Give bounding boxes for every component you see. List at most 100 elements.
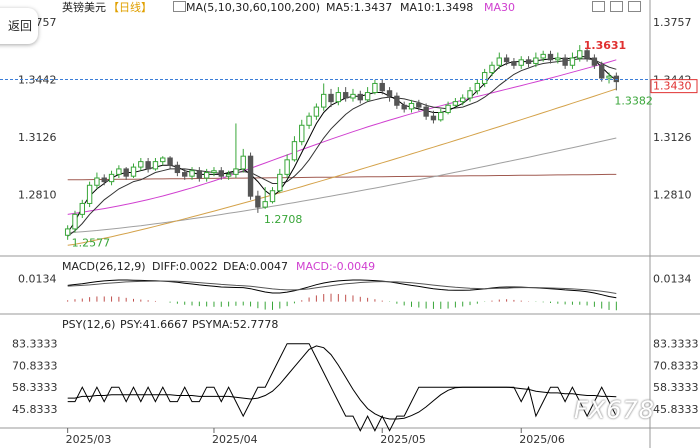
candle-body — [481, 72, 488, 84]
ma5-line — [67, 55, 617, 233]
candle-body — [408, 102, 415, 110]
ma200-line — [67, 173, 617, 181]
candle-body — [591, 57, 598, 66]
current-price-value: 1.3430 — [653, 80, 692, 93]
ma60-line — [67, 88, 617, 246]
macd-dif-line — [67, 279, 617, 299]
candle-body — [86, 184, 93, 204]
candle-body — [430, 115, 437, 121]
back-button[interactable]: 返回 — [0, 8, 38, 44]
candle-body — [445, 104, 451, 114]
psy-tick-left: 70.8333 — [12, 359, 58, 372]
candle-body — [569, 57, 576, 66]
settings-icon[interactable] — [610, 1, 623, 12]
candle-body — [438, 112, 444, 121]
price-tick-right: 1.3126 — [653, 131, 692, 144]
layout-icon[interactable] — [592, 1, 605, 12]
candle-body — [108, 173, 115, 183]
ma100-line — [67, 137, 617, 233]
candle-body — [138, 161, 144, 168]
candle-body — [547, 53, 554, 61]
indicator-icon[interactable] — [173, 1, 186, 12]
x-tick-label: 2025/04 — [212, 433, 258, 446]
psyma-value-label: PSYMA:52.7778 — [192, 318, 278, 331]
psyma-line — [67, 345, 617, 420]
x-tick-label: 2025/05 — [380, 433, 426, 446]
candle-body — [291, 141, 298, 161]
moving-averages — [67, 55, 617, 246]
macd-panel: 0.0134 0.0134 — [18, 272, 692, 311]
candle-body — [606, 75, 612, 79]
annotation-last-low: 1.3382 — [614, 94, 653, 107]
candle-body — [540, 53, 546, 59]
candle-body — [203, 172, 210, 179]
macd-value-label: MACD:-0.0049 — [296, 260, 375, 273]
candle-body — [503, 57, 510, 63]
psy-panel: 83.3333 83.3333 70.8333 70.8333 58.3333 58.33… — [12, 338, 699, 432]
ma10-line — [67, 58, 617, 237]
psy-tick-left: 58.3333 — [12, 381, 58, 394]
ma30-line — [67, 59, 617, 215]
ma30-label: MA30 — [484, 1, 515, 14]
candle-body — [189, 170, 195, 177]
candle-body — [284, 159, 290, 175]
candle-body — [277, 173, 283, 192]
candle-body — [94, 177, 100, 186]
candle-body — [130, 166, 137, 177]
candle-body — [511, 61, 517, 66]
candle-body — [525, 59, 532, 64]
candle-body — [321, 93, 327, 108]
candle-body — [599, 64, 605, 79]
candle-body — [467, 90, 473, 99]
candle-body — [79, 202, 85, 215]
period-label[interactable]: 【日线】 — [108, 0, 152, 14]
candle-body — [342, 92, 349, 99]
candle-body — [372, 82, 378, 94]
candle-body — [160, 157, 166, 163]
psy-tick-right: 58.3333 — [653, 381, 699, 394]
candle-body — [379, 82, 385, 92]
candle-body — [72, 213, 78, 230]
candle-body — [394, 95, 400, 106]
candles — [64, 45, 620, 240]
candle-body — [101, 177, 107, 183]
candle-body — [211, 170, 217, 174]
psy-tick-right: 70.8333 — [653, 359, 699, 372]
candle-body — [145, 161, 151, 170]
psy-line — [67, 343, 617, 432]
current-price-tag — [650, 79, 698, 94]
macd-dif-label: DIFF:0.0022 — [152, 260, 218, 273]
candle-body — [518, 59, 524, 66]
symbol-title: 英镑美元 — [62, 0, 106, 14]
candle-body — [423, 106, 429, 117]
candle-body — [460, 97, 466, 103]
candle-body — [584, 50, 590, 59]
candle-body — [555, 57, 561, 61]
macd-dea-line — [67, 280, 617, 294]
price-tick-left: 1.2810 — [18, 188, 57, 201]
candle-body — [416, 102, 422, 108]
candle-body — [174, 164, 181, 174]
candle-body — [233, 168, 239, 175]
price-tick-left: 1.3126 — [18, 131, 57, 144]
candle-body — [401, 104, 407, 110]
ma-param-label: MA(5,10,30,60,100,200) — [186, 1, 320, 14]
psy-tick-right: 45.8333 — [653, 403, 699, 416]
candle-body — [123, 168, 129, 177]
candle-body — [364, 92, 371, 101]
candle-body — [496, 57, 502, 66]
candle-body — [562, 57, 568, 66]
ma5-label: MA5:1.3437 — [326, 1, 392, 14]
fullscreen-icon[interactable] — [628, 1, 641, 12]
candle-body — [613, 75, 620, 83]
psy-tick-left: 83.3333 — [12, 338, 58, 351]
candle-body — [262, 201, 268, 208]
candle-body — [225, 173, 232, 177]
candle-body — [255, 195, 261, 208]
candle-body — [386, 90, 393, 97]
price-tick-right: 1.3757 — [653, 16, 692, 29]
annotation-low-april: 1.2708 — [264, 213, 303, 226]
price-tick-right: 1.2810 — [653, 188, 692, 201]
psy-title: PSY(12,6) — [62, 318, 115, 331]
